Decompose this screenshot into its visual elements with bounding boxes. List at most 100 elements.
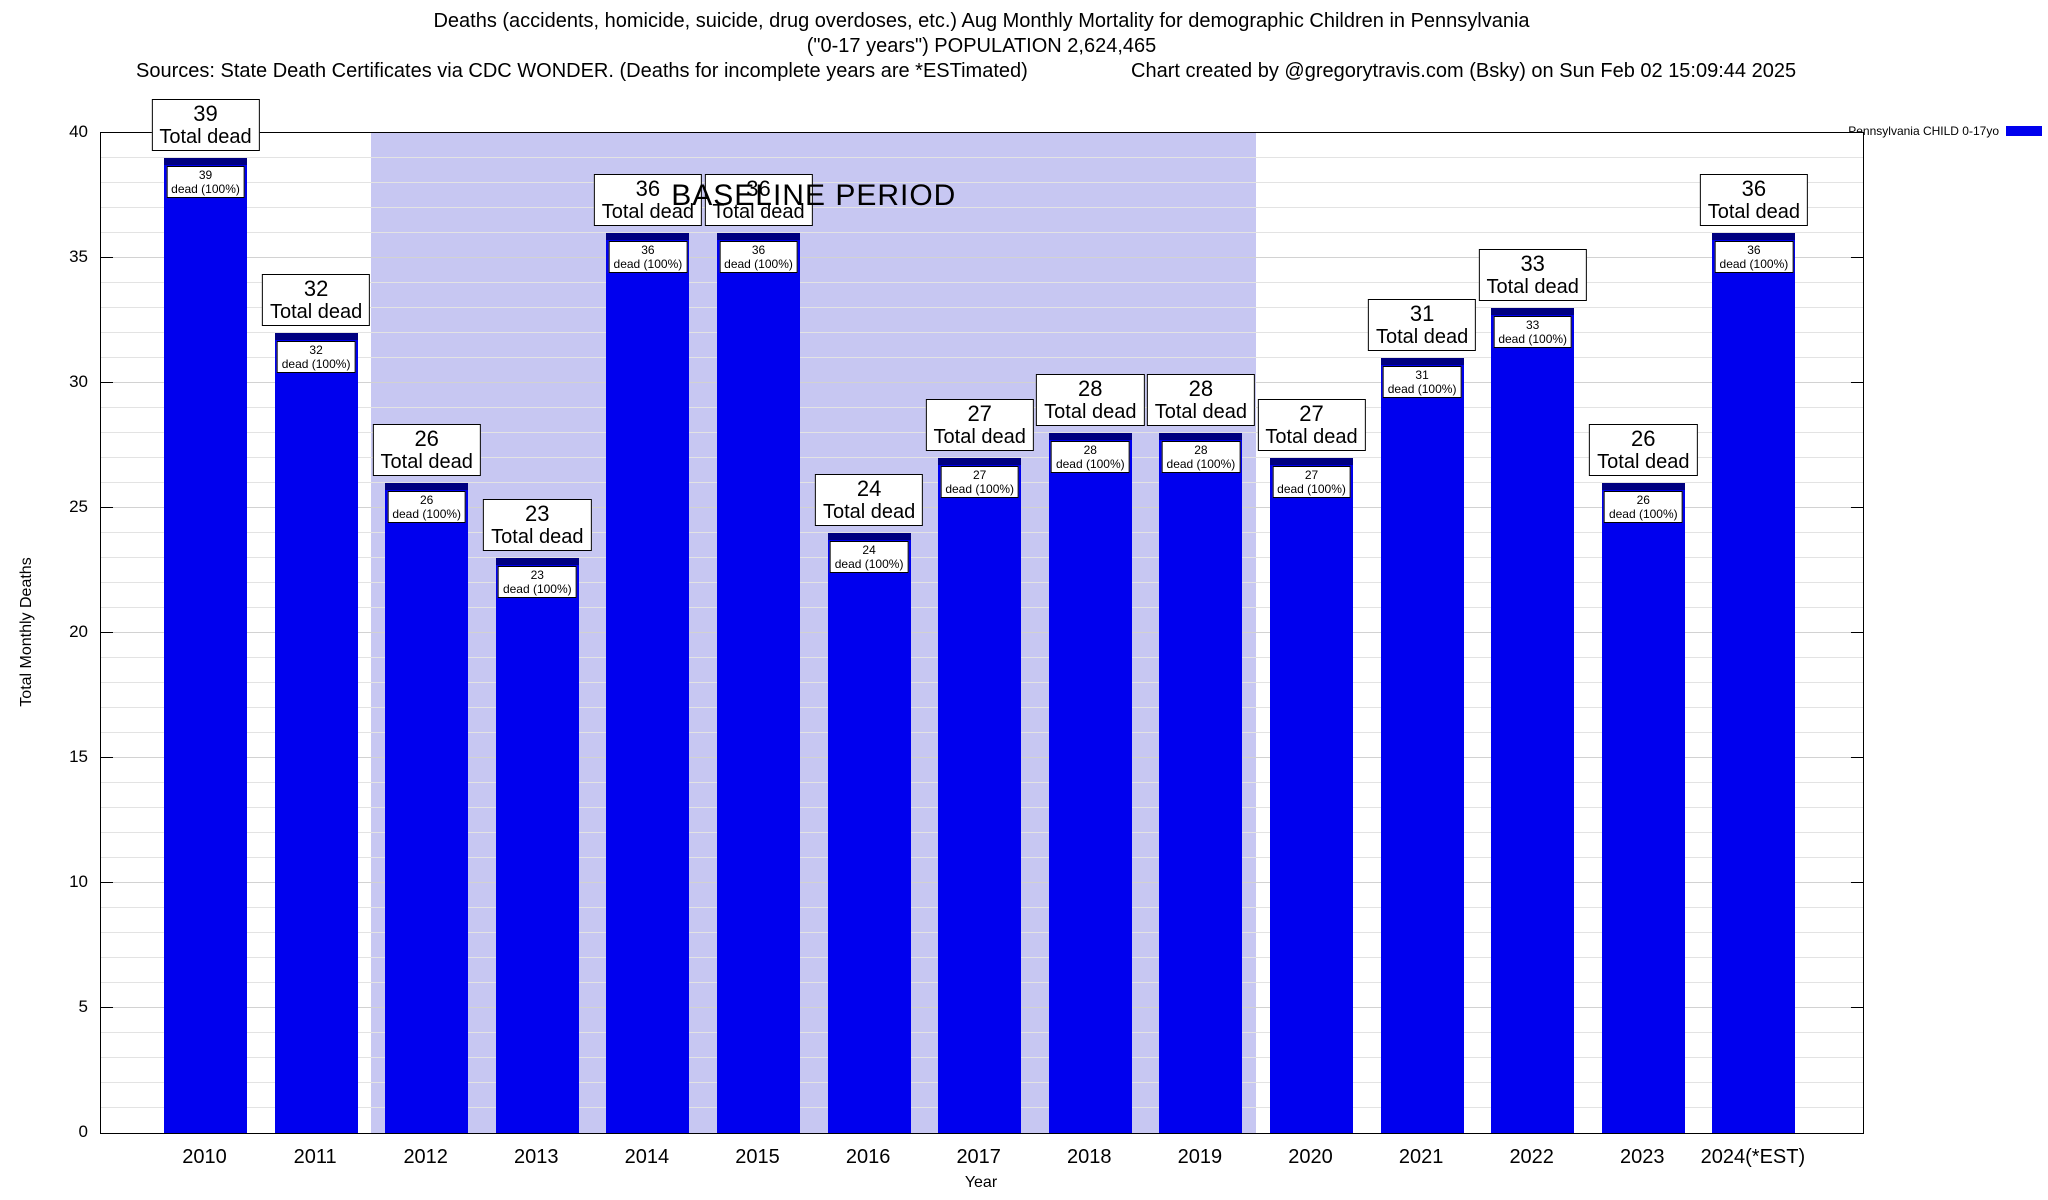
bar-total-label: 28 Total dead	[1036, 374, 1145, 426]
axis-tick	[101, 257, 113, 258]
gridline	[101, 282, 1863, 283]
bar-breakdown-label: 23 dead (100%)	[497, 566, 577, 598]
bar	[606, 233, 690, 1133]
bar-breakdown-label: 31 dead (100%)	[1382, 366, 1462, 398]
x-axis-tick-label: 2010	[182, 1146, 227, 1168]
bar-top-cap	[495, 558, 579, 565]
bar	[1159, 433, 1243, 1133]
bar	[1601, 483, 1685, 1133]
axis-tick	[1851, 632, 1863, 633]
bar-total-label: 28 Total dead	[1146, 374, 1256, 426]
y-axis-tick-label: 40	[69, 122, 88, 141]
bar-top-cap	[1159, 433, 1243, 440]
x-axis-tick-label: 2017	[956, 1146, 1001, 1168]
bar-breakdown-label: 39 dead (100%)	[166, 166, 245, 198]
chart-title-line-2: ("0-17 years") POPULATION 2,624,465	[806, 35, 1157, 57]
bar-top-cap	[938, 458, 1022, 465]
bar-top-cap	[827, 533, 911, 540]
bar	[164, 158, 247, 1133]
bar-top-cap	[606, 233, 690, 240]
y-axis-tick-label: 10	[69, 872, 88, 891]
bar-top-cap	[385, 483, 469, 490]
y-axis-tick-label: 25	[69, 497, 88, 516]
legend: Pennsylvania CHILD 0-17yo	[1848, 124, 2042, 138]
bar-breakdown-label: 36 dead (100%)	[1714, 241, 1794, 273]
x-axis-tick-label: 2014	[624, 1146, 670, 1168]
x-axis-tick-label: 2024(*EST)	[1700, 1146, 1806, 1168]
bar-breakdown-label: 27 dead (100%)	[940, 466, 1020, 498]
y-axis-title: Total Monthly Deaths	[18, 557, 35, 707]
x-axis-tick-label: 2013	[514, 1146, 559, 1168]
bar-breakdown-label: 28 dead (100%)	[1050, 441, 1130, 473]
bar-total-label: 27 Total dead	[1257, 399, 1366, 451]
axis-tick	[1851, 507, 1863, 508]
bar-top-cap	[1270, 458, 1353, 465]
y-axis-tick-label: 5	[78, 997, 88, 1016]
gridline	[101, 182, 1863, 183]
x-axis-tick-label: 2015	[735, 1146, 780, 1168]
bar-top-cap	[717, 233, 800, 240]
y-axis-tick-label: 35	[69, 247, 88, 266]
axis-tick	[101, 632, 113, 633]
bar	[938, 458, 1022, 1133]
axis-tick	[1851, 882, 1863, 883]
gridline	[101, 232, 1863, 233]
gridline	[101, 157, 1863, 158]
bar-total-label: 27 Total dead	[925, 399, 1034, 451]
axis-tick	[101, 382, 113, 383]
bar-total-label: 26 Total dead	[372, 424, 481, 476]
x-axis-tick-label: 2016	[845, 1146, 891, 1168]
gridline	[101, 332, 1863, 333]
bar-top-cap	[274, 333, 358, 340]
bar-breakdown-label: 24 dead (100%)	[829, 541, 909, 573]
chart-sources-note: Sources: State Death Certificates via CD…	[136, 60, 1028, 82]
bar	[495, 558, 579, 1133]
gridline	[101, 382, 1863, 383]
axis-tick	[1851, 757, 1863, 758]
bar-total-label: 36 Total dead	[593, 174, 703, 226]
bar-total-label: 32 Total dead	[261, 274, 371, 326]
x-axis-tick-label: 2011	[293, 1146, 337, 1168]
bar-top-cap	[164, 158, 247, 165]
x-axis-tick-label: 2021	[1398, 1146, 1444, 1168]
axis-tick	[1851, 1007, 1863, 1008]
bar-total-label: 24 Total dead	[814, 474, 924, 526]
gridline	[101, 357, 1863, 358]
x-axis-tick-label: 2019	[1177, 1146, 1223, 1168]
bar-top-cap	[1491, 308, 1575, 315]
bar	[1380, 358, 1464, 1133]
axis-tick	[1851, 257, 1863, 258]
y-axis-tick-label: 30	[69, 372, 88, 391]
bar-top-cap	[1048, 433, 1132, 440]
bar	[274, 333, 358, 1133]
x-axis-tick-label: 2012	[403, 1146, 448, 1168]
bar	[385, 483, 469, 1133]
bar-breakdown-label: 27 dead (100%)	[1272, 466, 1351, 498]
y-axis-tick-label: 20	[69, 622, 88, 641]
bar-breakdown-label: 26 dead (100%)	[387, 491, 467, 523]
chart-credit-note: Chart created by @gregorytravis.com (Bsk…	[1131, 60, 1797, 82]
x-axis-tick-label: 2020	[1288, 1146, 1333, 1168]
bar-total-label: 39 Total dead	[151, 99, 260, 151]
axis-tick	[1851, 382, 1863, 383]
bar	[1048, 433, 1132, 1133]
bar-breakdown-label: 26 dead (100%)	[1603, 491, 1683, 523]
bar-breakdown-label: 36 dead (100%)	[608, 241, 688, 273]
bar	[1712, 233, 1796, 1133]
gridline	[101, 307, 1863, 308]
bar-total-label: 33 Total dead	[1478, 249, 1587, 301]
legend-label: Pennsylvania CHILD 0-17yo	[1848, 124, 1999, 138]
bar	[827, 533, 911, 1133]
baseline-period-label: BASELINE PERIOD	[671, 179, 957, 212]
bar	[1491, 308, 1575, 1133]
y-axis-tick-label: 0	[78, 1122, 88, 1141]
gridline	[101, 257, 1863, 258]
legend-swatch	[2006, 126, 2042, 136]
bar-total-label: 36 Total dead	[704, 174, 813, 226]
axis-tick	[101, 757, 113, 758]
bar-total-label: 26 Total dead	[1589, 424, 1698, 476]
bar-breakdown-label: 33 dead (100%)	[1493, 316, 1573, 348]
bar-top-cap	[1601, 483, 1685, 490]
axis-tick	[101, 882, 113, 883]
